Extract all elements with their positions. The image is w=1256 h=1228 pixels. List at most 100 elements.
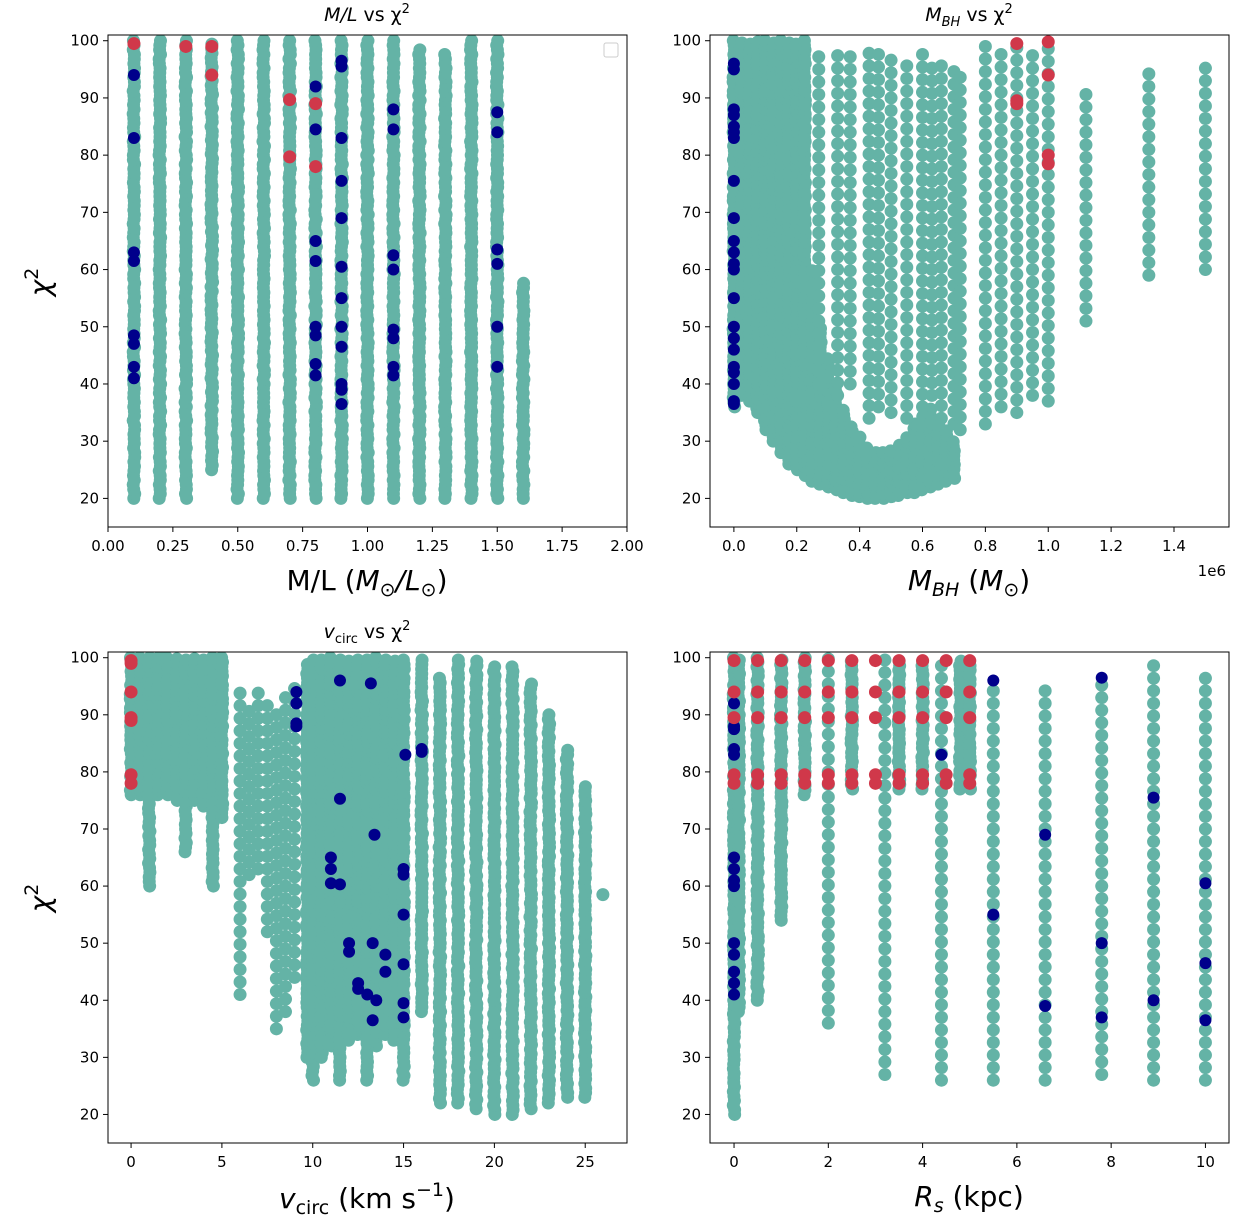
base-point [885, 117, 898, 130]
base-point [812, 138, 825, 151]
best-point [205, 40, 218, 53]
base-point [844, 101, 857, 114]
base-point [1042, 93, 1055, 106]
base-point [257, 34, 270, 47]
base-point [979, 65, 992, 78]
base-point [1079, 264, 1092, 277]
base-point [361, 34, 374, 47]
base-point [1026, 351, 1039, 364]
base-point [935, 361, 948, 374]
base-point [335, 34, 348, 47]
low-chi2-point [336, 398, 348, 410]
base-point [995, 48, 1008, 61]
points-layer [124, 651, 610, 1121]
y-tick-label: 80 [682, 146, 701, 164]
base-point [831, 339, 844, 352]
base-point [995, 98, 1008, 111]
base-point [872, 86, 885, 99]
base-point [885, 217, 898, 230]
base-point [995, 262, 1008, 275]
base-point [844, 340, 857, 353]
base-point [1199, 200, 1212, 213]
low-chi2-point [491, 258, 503, 270]
base-point [872, 262, 885, 275]
base-point [1026, 288, 1039, 301]
base-point [872, 161, 885, 174]
base-point [935, 85, 948, 98]
base-point [885, 79, 898, 92]
base-point [916, 400, 929, 413]
low-chi2-point [336, 341, 348, 353]
base-point [831, 376, 844, 389]
low-chi2-point [387, 103, 399, 115]
base-point [900, 387, 913, 400]
base-point [831, 87, 844, 100]
base-point [231, 34, 244, 47]
low-chi2-point [387, 369, 399, 381]
base-point [1142, 181, 1155, 194]
base-point [979, 418, 992, 431]
base-point [844, 50, 857, 63]
points-layer [727, 34, 1212, 505]
base-point [900, 59, 913, 72]
base-point [885, 381, 898, 394]
base-point [1010, 318, 1023, 331]
base-point [812, 315, 825, 328]
base-point [1042, 206, 1055, 219]
base-point [979, 204, 992, 217]
base-point [979, 355, 992, 368]
base-point [1142, 105, 1155, 118]
base-point [1042, 181, 1055, 194]
base-point [1142, 118, 1155, 131]
base-point [935, 374, 948, 387]
base-point [872, 287, 885, 300]
base-point [885, 343, 898, 356]
base-point [900, 273, 913, 286]
y-tick-label: 90 [682, 89, 701, 107]
base-point [1199, 74, 1212, 87]
base-point [1026, 162, 1039, 175]
base-point [995, 186, 1008, 199]
base-point [885, 280, 898, 293]
base-point [1199, 175, 1212, 188]
base-point [288, 908, 301, 921]
base-point [1199, 250, 1212, 263]
base-point [954, 71, 967, 84]
base-point [831, 112, 844, 125]
base-point [900, 374, 913, 387]
x-tick-label: 1.4 [1162, 537, 1186, 555]
low-chi2-point [728, 109, 740, 121]
base-point [872, 48, 885, 61]
base-point [954, 398, 967, 411]
base-point [831, 74, 844, 87]
base-point [900, 198, 913, 211]
base-point [954, 411, 967, 424]
base-point [1026, 150, 1039, 163]
base-point [154, 34, 167, 47]
base-point [279, 1005, 292, 1018]
base-point [954, 360, 967, 373]
base-point [1042, 193, 1055, 206]
base-point [1079, 138, 1092, 151]
x-tick-label: 0.0 [722, 537, 746, 555]
base-point [1010, 331, 1023, 344]
base-point [1142, 80, 1155, 93]
base-point [995, 388, 1008, 401]
base-point [935, 324, 948, 337]
low-chi2-point [128, 255, 140, 267]
low-chi2-point [310, 235, 322, 247]
base-point [995, 199, 1008, 212]
best-point [205, 69, 218, 82]
base-point [831, 238, 844, 251]
base-point [1010, 280, 1023, 293]
base-point [1042, 307, 1055, 320]
base-point [954, 272, 967, 285]
base-point [1026, 326, 1039, 339]
low-chi2-point [128, 338, 140, 350]
low-chi2-point [336, 175, 348, 187]
low-chi2-point [310, 329, 322, 341]
base-point [283, 34, 296, 47]
low-chi2-point [728, 246, 740, 258]
base-point [844, 189, 857, 202]
base-point [812, 289, 825, 302]
